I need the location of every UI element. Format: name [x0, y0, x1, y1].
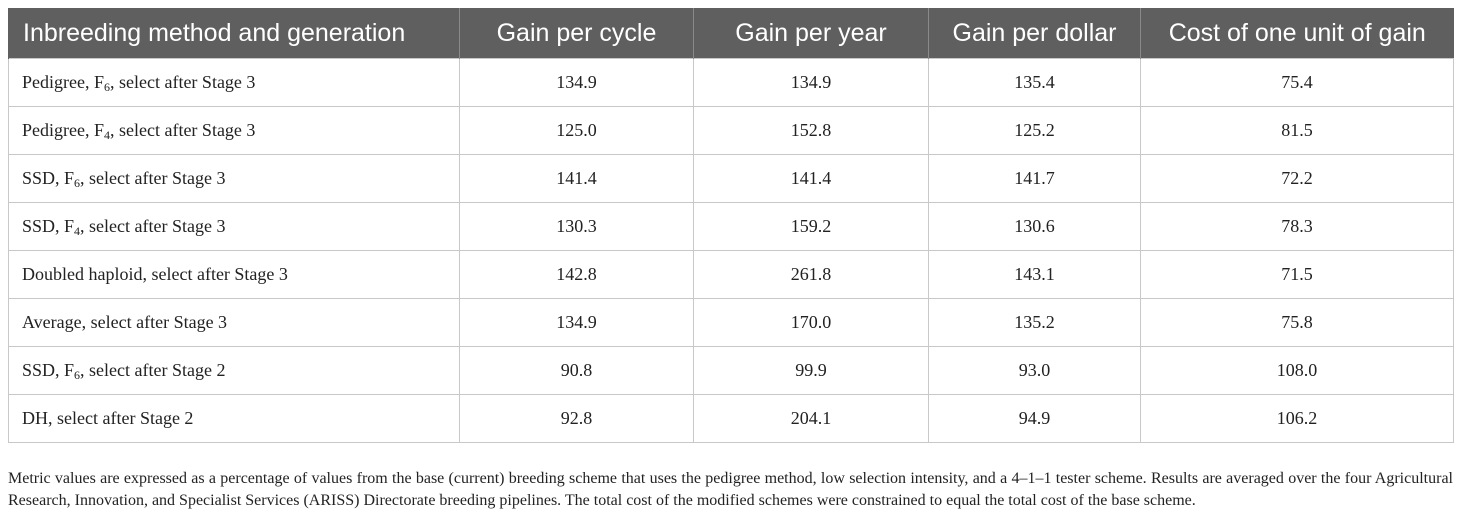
table-row: DH, select after Stage 2 92.8 204.1 94.9… — [8, 394, 1454, 443]
table-body: Pedigree, F6, select after Stage 3 134.9… — [8, 58, 1454, 443]
gain-per-dollar-cell: 130.6 — [928, 202, 1141, 251]
table-row: SSD, F6, select after Stage 3 141.4 141.… — [8, 154, 1454, 203]
table-row: Pedigree, F4, select after Stage 3 125.0… — [8, 106, 1454, 155]
cost-per-unit-gain-cell: 106.2 — [1140, 394, 1454, 443]
table-row: Pedigree, F6, select after Stage 3 134.9… — [8, 58, 1454, 107]
cost-per-unit-gain-cell: 72.2 — [1140, 154, 1454, 203]
gain-per-dollar-cell: 125.2 — [928, 106, 1141, 155]
table-row: SSD, F6, select after Stage 2 90.8 99.9 … — [8, 346, 1454, 395]
table-row: SSD, F4, select after Stage 3 130.3 159.… — [8, 202, 1454, 251]
gain-per-cycle-cell: 134.9 — [459, 58, 694, 107]
column-header-cost-per-unit-gain: Cost of one unit of gain — [1140, 8, 1454, 59]
gain-per-dollar-cell: 143.1 — [928, 250, 1141, 299]
column-header-method: Inbreeding method and generation — [8, 8, 460, 59]
gain-per-year-cell: 152.8 — [693, 106, 929, 155]
gain-per-year-cell: 159.2 — [693, 202, 929, 251]
method-cell: Doubled haploid, select after Stage 3 — [8, 250, 460, 299]
gain-per-year-cell: 134.9 — [693, 58, 929, 107]
method-cell: Average, select after Stage 3 — [8, 298, 460, 347]
cost-per-unit-gain-cell: 108.0 — [1140, 346, 1454, 395]
cost-per-unit-gain-cell: 71.5 — [1140, 250, 1454, 299]
gain-per-cycle-cell: 130.3 — [459, 202, 694, 251]
gain-per-cycle-cell: 92.8 — [459, 394, 694, 443]
gain-per-year-cell: 99.9 — [693, 346, 929, 395]
method-cell: SSD, F4, select after Stage 3 — [8, 202, 460, 251]
method-cell: SSD, F6, select after Stage 3 — [8, 154, 460, 203]
method-cell: SSD, F6, select after Stage 2 — [8, 346, 460, 395]
column-header-gain-per-cycle: Gain per cycle — [459, 8, 694, 59]
gain-per-dollar-cell: 141.7 — [928, 154, 1141, 203]
method-cell: DH, select after Stage 2 — [8, 394, 460, 443]
method-cell: Pedigree, F4, select after Stage 3 — [8, 106, 460, 155]
cost-per-unit-gain-cell: 75.8 — [1140, 298, 1454, 347]
gain-per-year-cell: 204.1 — [693, 394, 929, 443]
gain-per-dollar-cell: 135.2 — [928, 298, 1141, 347]
table-row: Average, select after Stage 3 134.9 170.… — [8, 298, 1454, 347]
results-table: Inbreeding method and generation Gain pe… — [8, 8, 1454, 443]
gain-per-year-cell: 170.0 — [693, 298, 929, 347]
cost-per-unit-gain-cell: 81.5 — [1140, 106, 1454, 155]
method-cell: Pedigree, F6, select after Stage 3 — [8, 58, 460, 107]
gain-per-dollar-cell: 135.4 — [928, 58, 1141, 107]
table-header: Inbreeding method and generation Gain pe… — [8, 8, 1454, 59]
gain-per-dollar-cell: 94.9 — [928, 394, 1141, 443]
gain-per-cycle-cell: 142.8 — [459, 250, 694, 299]
cost-per-unit-gain-cell: 78.3 — [1140, 202, 1454, 251]
header-row: Inbreeding method and generation Gain pe… — [8, 8, 1454, 59]
gain-per-cycle-cell: 134.9 — [459, 298, 694, 347]
gain-per-year-cell: 141.4 — [693, 154, 929, 203]
gain-per-cycle-cell: 90.8 — [459, 346, 694, 395]
column-header-gain-per-dollar: Gain per dollar — [928, 8, 1141, 59]
column-header-gain-per-year: Gain per year — [693, 8, 929, 59]
table-row: Doubled haploid, select after Stage 3 14… — [8, 250, 1454, 299]
gain-per-cycle-cell: 125.0 — [459, 106, 694, 155]
cost-per-unit-gain-cell: 75.4 — [1140, 58, 1454, 107]
gain-per-cycle-cell: 141.4 — [459, 154, 694, 203]
table-footnote: Metric values are expressed as a percent… — [8, 470, 1453, 509]
gain-per-dollar-cell: 93.0 — [928, 346, 1141, 395]
gain-per-year-cell: 261.8 — [693, 250, 929, 299]
results-table-container: Inbreeding method and generation Gain pe… — [8, 8, 1454, 443]
